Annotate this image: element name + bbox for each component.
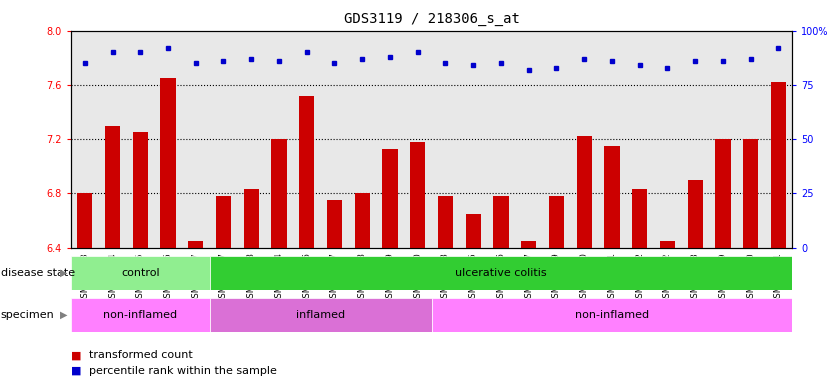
Bar: [432, 298, 792, 332]
Bar: [410, 142, 425, 248]
Bar: [438, 196, 453, 248]
Bar: [660, 241, 675, 248]
Text: ■: ■: [71, 350, 82, 360]
Bar: [71, 256, 209, 290]
Bar: [605, 146, 620, 248]
Bar: [216, 196, 231, 248]
Bar: [716, 139, 731, 248]
Bar: [188, 241, 203, 248]
Bar: [632, 189, 647, 248]
Bar: [494, 196, 509, 248]
Bar: [299, 96, 314, 248]
Bar: [77, 194, 93, 248]
Bar: [549, 196, 564, 248]
Text: percentile rank within the sample: percentile rank within the sample: [89, 366, 277, 376]
Text: specimen: specimen: [1, 310, 54, 320]
Text: GDS3119 / 218306_s_at: GDS3119 / 218306_s_at: [344, 12, 520, 25]
Text: non-inflamed: non-inflamed: [103, 310, 178, 320]
Text: transformed count: transformed count: [89, 350, 193, 360]
Bar: [687, 180, 703, 248]
Bar: [465, 214, 481, 248]
Bar: [354, 194, 369, 248]
Bar: [271, 139, 287, 248]
Text: control: control: [121, 268, 159, 278]
Text: inflamed: inflamed: [296, 310, 345, 320]
Bar: [382, 149, 398, 248]
Bar: [743, 139, 758, 248]
Text: ulcerative colitis: ulcerative colitis: [455, 268, 547, 278]
Text: non-inflamed: non-inflamed: [575, 310, 649, 320]
Bar: [576, 136, 592, 248]
Bar: [209, 298, 432, 332]
Bar: [133, 132, 148, 248]
Bar: [160, 78, 176, 248]
Text: ▶: ▶: [60, 268, 68, 278]
Bar: [71, 298, 209, 332]
Bar: [771, 82, 786, 248]
Bar: [105, 126, 120, 248]
Bar: [244, 189, 259, 248]
Text: ▶: ▶: [60, 310, 68, 320]
Bar: [327, 200, 342, 248]
Text: ■: ■: [71, 366, 82, 376]
Text: disease state: disease state: [1, 268, 75, 278]
Bar: [521, 241, 536, 248]
Bar: [209, 256, 792, 290]
